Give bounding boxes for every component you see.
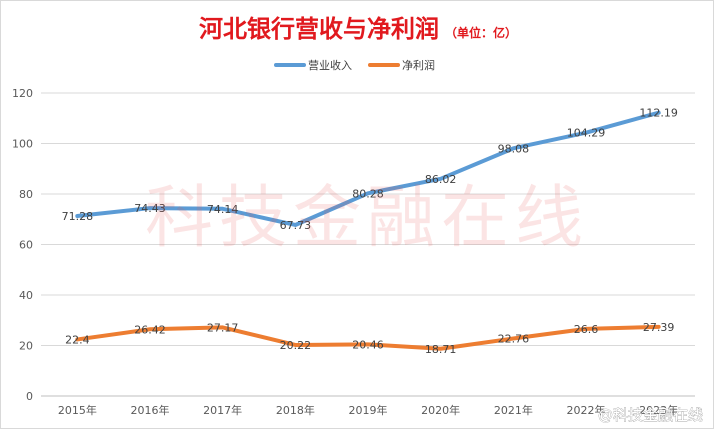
data-label: 86.02 — [425, 173, 457, 186]
data-point — [584, 131, 588, 135]
x-tick-label: 2015年 — [58, 403, 97, 417]
data-point — [439, 347, 443, 351]
data-point — [511, 146, 515, 150]
data-point — [148, 206, 152, 210]
x-tick-label: 2018年 — [276, 403, 315, 417]
legend-label-2: 净利润 — [402, 58, 435, 72]
x-tick-label: 2017年 — [203, 403, 242, 417]
data-point — [366, 342, 370, 346]
data-point — [293, 223, 297, 227]
data-label: 20.46 — [352, 338, 384, 351]
data-label: 26.6 — [574, 323, 599, 336]
data-point — [657, 111, 661, 115]
x-axis-ticks: 2015年 2016年 2017年 2018年 2019年 2020年 2021年 2022年… — [58, 403, 678, 417]
y-tick-label: 100 — [12, 138, 33, 151]
watermarks: 科技金融在线 @科技金融在线 — [145, 179, 703, 424]
x-tick-label: 2023年 — [639, 403, 678, 417]
data-label: 74.14 — [207, 203, 239, 216]
data-point — [439, 177, 443, 181]
data-point — [366, 191, 370, 195]
data-label: 20.22 — [280, 339, 312, 352]
y-tick-label: 120 — [12, 87, 33, 100]
data-label: 98.08 — [498, 142, 530, 155]
series-group — [75, 110, 661, 351]
y-axis-ticks: 0 20 40 60 80 100 120 — [12, 87, 33, 403]
legend-label-1: 营业收入 — [308, 58, 352, 72]
x-tick-label: 2021年 — [494, 403, 533, 417]
x-tick-label: 2019年 — [349, 403, 388, 417]
data-label: 104.29 — [567, 127, 606, 140]
y-tick-label: 40 — [19, 289, 33, 302]
data-label: 18.71 — [425, 343, 457, 356]
center-watermark: 科技金融在线 — [145, 179, 589, 258]
data-label: 74.43 — [134, 202, 166, 215]
y-tick-label: 20 — [19, 340, 33, 353]
data-point — [293, 343, 297, 347]
x-tick-label: 2016年 — [131, 403, 170, 417]
y-tick-label: 60 — [19, 239, 33, 252]
data-point — [75, 337, 79, 341]
data-point — [75, 214, 79, 218]
data-label: 112.19 — [639, 107, 678, 120]
y-tick-label: 80 — [19, 188, 33, 201]
chart-title: 河北银行营收与净利润 — [198, 14, 439, 43]
data-point — [657, 325, 661, 329]
x-tick-label: 2022年 — [567, 403, 606, 417]
corner-watermark: @科技金融在线 — [598, 406, 703, 424]
data-label: 27.39 — [643, 321, 675, 334]
legend: 营业收入 净利润 — [274, 58, 435, 72]
data-point — [221, 207, 225, 211]
data-point — [221, 325, 225, 329]
chart-subtitle: （单位：亿） — [444, 26, 517, 40]
data-label: 26.42 — [134, 323, 166, 336]
data-label: 22.4 — [65, 333, 90, 346]
y-tick-label: 0 — [26, 390, 33, 403]
data-label: 22.76 — [498, 333, 530, 346]
data-label: 27.17 — [207, 321, 239, 334]
data-label: 71.28 — [62, 210, 94, 223]
data-point — [584, 327, 588, 331]
data-point — [511, 337, 515, 341]
chart-title-block: 河北银行营收与净利润 （单位：亿） — [1, 9, 714, 44]
data-label: 67.73 — [280, 219, 312, 232]
x-tick-label: 2020年 — [421, 403, 460, 417]
data-labels: 71.28 74.43 74.14 67.73 80.28 86.02 98.08 104.2… — [62, 107, 678, 356]
data-label: 80.28 — [352, 187, 384, 200]
data-point — [148, 327, 152, 331]
